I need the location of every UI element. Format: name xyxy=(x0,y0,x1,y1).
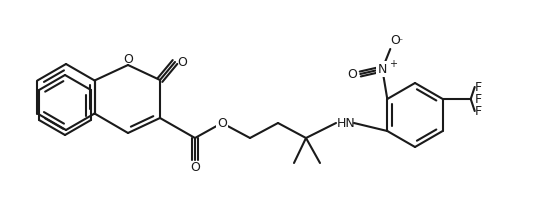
Text: +: + xyxy=(390,59,397,69)
Text: O: O xyxy=(217,116,227,129)
Text: O: O xyxy=(177,56,187,69)
Text: O: O xyxy=(347,68,357,81)
Text: N: N xyxy=(378,62,387,75)
Text: O: O xyxy=(190,161,200,174)
Text: ⁻: ⁻ xyxy=(397,37,403,47)
Text: F: F xyxy=(474,104,482,117)
Text: F: F xyxy=(474,93,482,106)
Text: O: O xyxy=(390,34,400,47)
Text: O: O xyxy=(123,53,133,66)
Text: F: F xyxy=(474,81,482,94)
Text: HN: HN xyxy=(337,116,356,129)
